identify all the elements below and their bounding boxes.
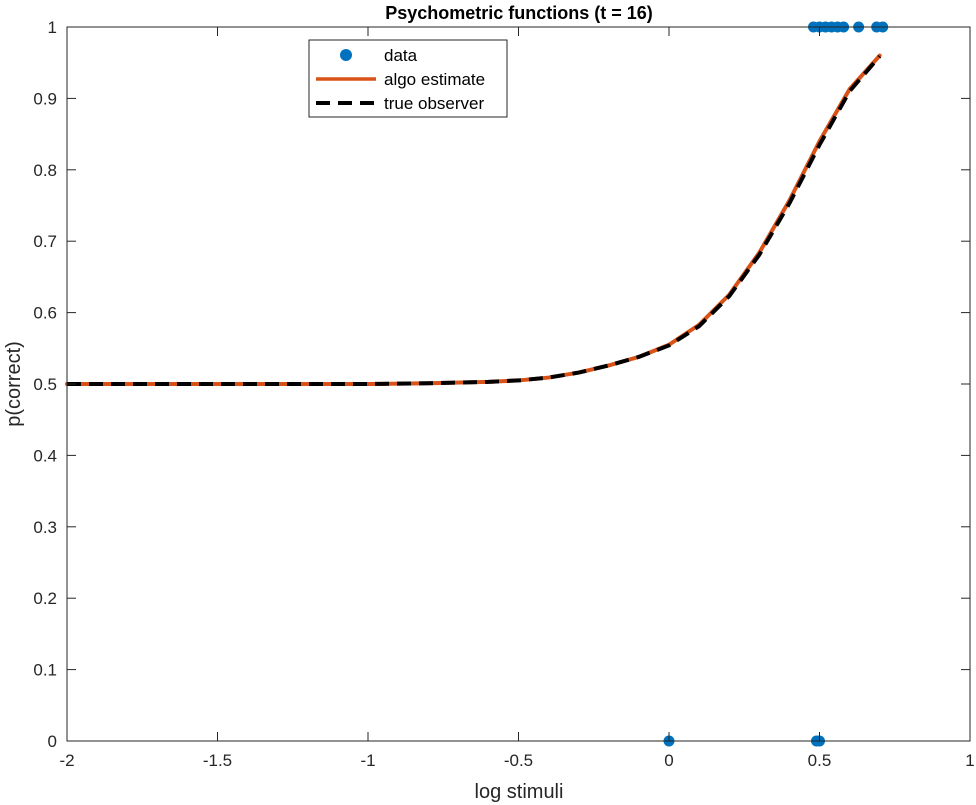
y-tick-label: 0.4 bbox=[33, 446, 57, 465]
x-tick-label: -1 bbox=[360, 751, 375, 770]
y-tick-label: 0.8 bbox=[33, 161, 57, 180]
plot-lines bbox=[65, 53, 882, 386]
legend-marker-data bbox=[340, 49, 352, 61]
y-tick-label: 0.3 bbox=[33, 518, 57, 537]
x-tick-label: 1 bbox=[965, 751, 974, 770]
x-tick-label: -1.5 bbox=[203, 751, 232, 770]
y-tick-label: 0.9 bbox=[33, 89, 57, 108]
y-tick-label: 0.1 bbox=[33, 661, 57, 680]
x-tick-label: -2 bbox=[59, 751, 74, 770]
legend-label-data: data bbox=[384, 46, 418, 65]
legend-label-algo-estimate: algo estimate bbox=[384, 70, 485, 89]
axes: -2 -1.5 -1 -0.5 0 0.5 1 0 0.1 0.2 0.3 0.4 0.5 0.6 0.7… bbox=[33, 18, 974, 770]
chart-title: Psychometric functions (t = 16) bbox=[385, 3, 653, 23]
y-tick-label: 1 bbox=[48, 18, 57, 37]
y-axis-ticks: 0 0.1 0.2 0.3 0.4 0.5 0.6 0.7 0.8 0.9 1 bbox=[33, 18, 970, 751]
y-tick-label: 0.7 bbox=[33, 232, 57, 251]
series-line-true-observer bbox=[67, 54, 882, 386]
y-tick-label: 0.2 bbox=[33, 589, 57, 608]
legend-label-true-observer: true observer bbox=[384, 94, 484, 113]
x-tick-label: 0 bbox=[664, 751, 673, 770]
legend: data algo estimate true observer bbox=[308, 39, 508, 118]
y-tick-label: 0.5 bbox=[33, 375, 57, 394]
y-axis-label: p(correct) bbox=[3, 341, 25, 427]
x-tick-label: 0.5 bbox=[808, 751, 832, 770]
x-tick-label: -0.5 bbox=[504, 751, 533, 770]
x-axis-label: log stimuli bbox=[475, 781, 564, 803]
y-tick-label: 0 bbox=[48, 732, 57, 751]
y-tick-label: 0.6 bbox=[33, 304, 57, 323]
x-axis-ticks: -2 -1.5 -1 -0.5 0 0.5 1 bbox=[59, 27, 975, 770]
